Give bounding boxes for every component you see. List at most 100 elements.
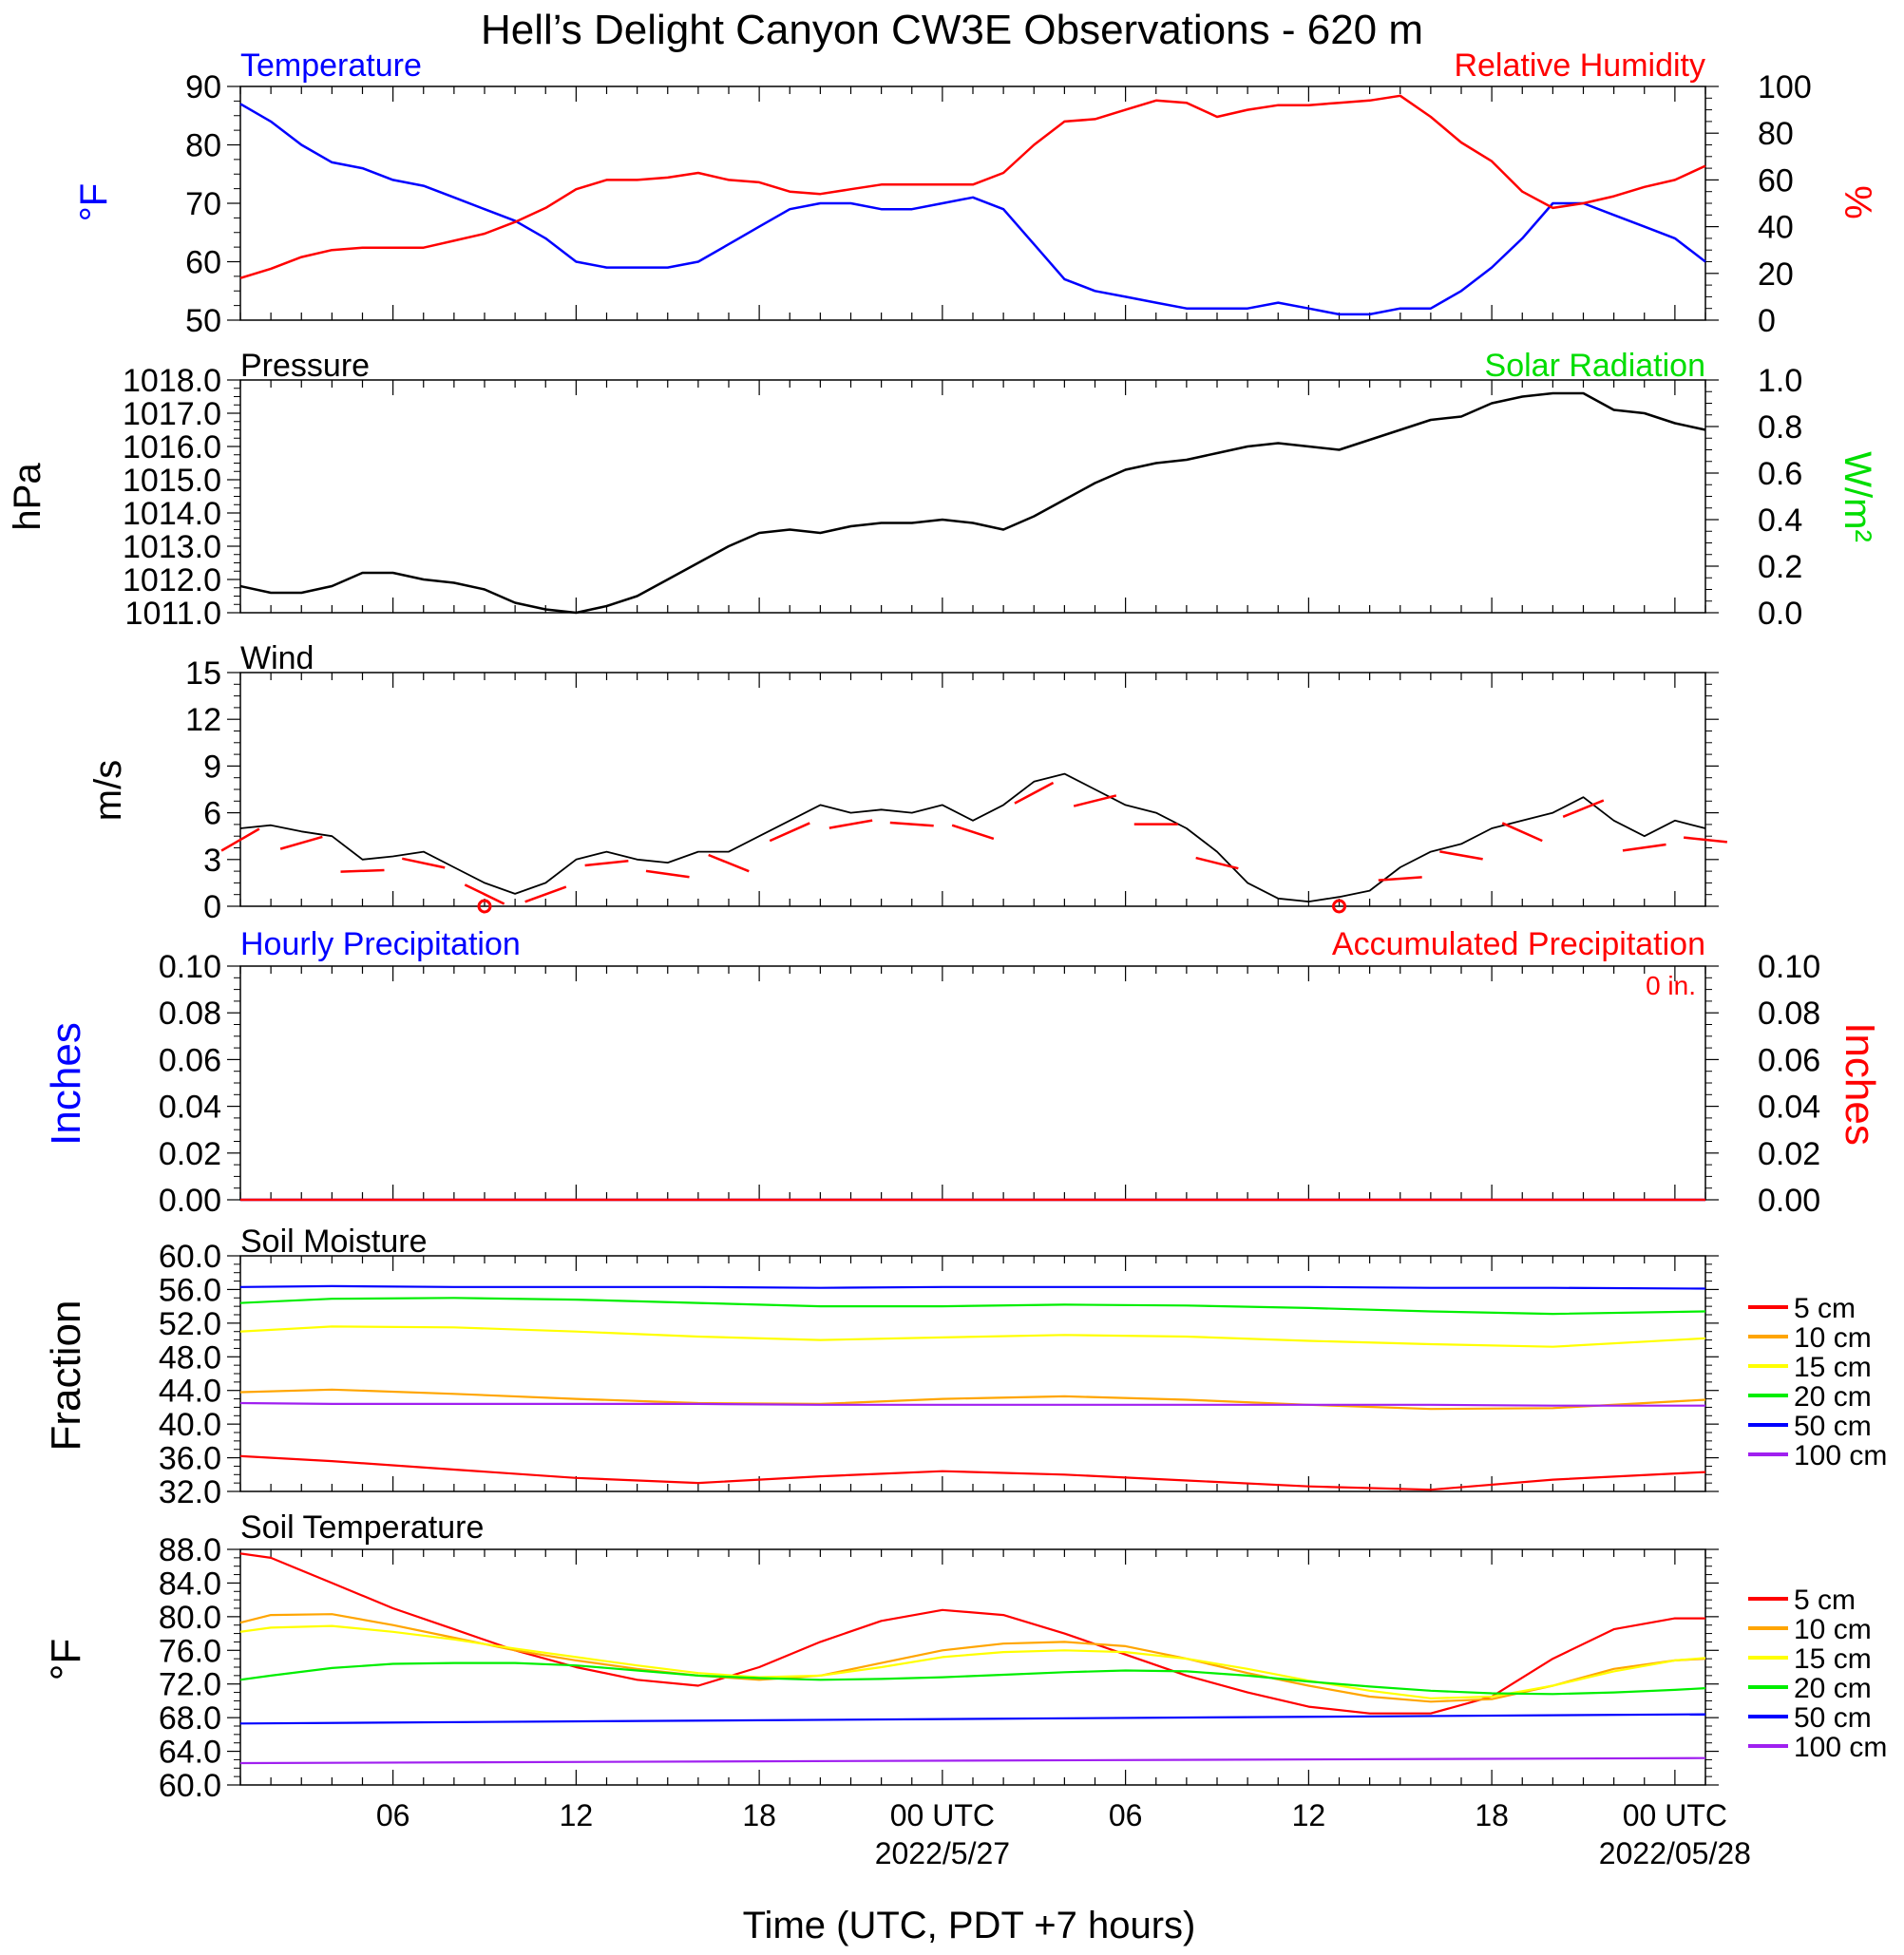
soil-temperature-unit: °F — [43, 1639, 89, 1680]
y-tick-label: 1015.0 — [123, 463, 221, 499]
soil-temperature-10cm-line — [239, 1613, 1706, 1703]
wind-barb — [340, 868, 385, 873]
legend-label: 5 cm — [1794, 1293, 1856, 1324]
y2-tick-label: 40 — [1758, 210, 1794, 246]
wind-barb — [1014, 781, 1055, 805]
y-tick-label: 76.0 — [159, 1633, 221, 1669]
x-tick-label: 18 — [742, 1798, 776, 1832]
y-tick-label: 48.0 — [159, 1339, 221, 1376]
humidity-right-ticks: 100 80 60 40 20 0 — [1758, 69, 1812, 339]
y-tick-label: 60.0 — [159, 1239, 221, 1275]
plot-frame — [239, 965, 1706, 1201]
x-tick-label: 00 UTC — [1623, 1798, 1727, 1832]
soil-moisture-10cm-line — [239, 1388, 1706, 1411]
soil-moisture-100cm-line — [239, 1401, 1705, 1407]
wind-plot — [220, 672, 1728, 914]
soil-temperature-100cm-line — [239, 1756, 1706, 1765]
temperature-unit: °F — [73, 183, 115, 221]
precip-left-ticks: 0.10 0.08 0.06 0.04 0.02 0.00 — [159, 949, 221, 1219]
plot-frame — [239, 1255, 1706, 1492]
temperature-title: Temperature — [240, 47, 422, 84]
legend-label: 50 cm — [1794, 1411, 1872, 1442]
x-tick-label: 06 — [1109, 1798, 1143, 1832]
solar-title: Solar Radiation — [1485, 348, 1705, 384]
plot-frame — [239, 379, 1706, 614]
solar-unit: W/m² — [1837, 451, 1878, 542]
wind-barb — [1073, 794, 1117, 807]
calm-wind-marker — [477, 899, 492, 914]
wind-unit: m/s — [87, 760, 129, 821]
y-tick-label: 15 — [185, 655, 221, 692]
y-tick-label: 64.0 — [159, 1735, 221, 1771]
wind-barb — [401, 857, 446, 869]
y-tick-label: 0.00 — [159, 1183, 221, 1219]
y-tick-label: 80.0 — [159, 1600, 221, 1636]
wind-barb — [951, 824, 995, 841]
y-tick-label: 0.08 — [159, 996, 221, 1032]
soil-moisture-15cm-line — [239, 1325, 1706, 1348]
humidity-series-line — [239, 94, 1706, 279]
temp-left-ticks: 90 80 70 60 50 — [185, 69, 221, 339]
y-tick-label: 32.0 — [159, 1474, 221, 1510]
wind-barb — [645, 869, 690, 879]
y2-tick-label: 0.2 — [1758, 549, 1802, 585]
y-tick-label: 80 — [185, 128, 221, 164]
precip-left-unit: Inches — [43, 1022, 89, 1146]
legend-label: 50 cm — [1794, 1702, 1872, 1734]
precip-plot — [227, 965, 1719, 1202]
temp-humidity-plot — [227, 85, 1719, 321]
y-tick-label: 1017.0 — [123, 396, 221, 432]
x-tick-label: 12 — [1292, 1798, 1326, 1832]
y-tick-label: 1012.0 — [123, 562, 221, 598]
legend-label: 20 cm — [1794, 1673, 1872, 1704]
y-tick-label: 70 — [185, 186, 221, 222]
accum-precip-total: 0 in. — [1646, 971, 1696, 1000]
legend-label: 15 cm — [1794, 1352, 1872, 1383]
x-tick-label: 00 UTC — [890, 1798, 995, 1832]
calm-wind-marker — [1332, 899, 1346, 914]
legend-label: 10 cm — [1794, 1614, 1872, 1645]
wind-barb — [1195, 856, 1239, 870]
y2-tick-label: 80 — [1758, 116, 1794, 152]
y2-tick-label: 0.08 — [1758, 996, 1820, 1032]
soil-temperature-5cm-line — [239, 1552, 1705, 1715]
solar-right-ticks: 1.0 0.8 0.6 0.4 0.2 0.0 — [1758, 363, 1802, 632]
precip-right-unit: Inches — [1837, 1022, 1883, 1146]
y-tick-label: 68.0 — [159, 1700, 221, 1737]
y-tick-label: 50 — [185, 303, 221, 339]
legend-label: 100 cm — [1794, 1732, 1887, 1763]
wind-barb — [1683, 836, 1728, 844]
y-tick-label: 56.0 — [159, 1272, 221, 1308]
time-axis-labels: 06 12 18 00 UTC 06 12 18 00 UTC 2022/5/27 2022/05… — [376, 1798, 1751, 1870]
wind-speed-line — [239, 772, 1706, 902]
soil-moisture-left-ticks: 60.056.052.048.044.040.036.032.0 — [159, 1239, 221, 1510]
soil-moisture-20cm-line — [239, 1297, 1706, 1316]
y-tick-label: 88.0 — [159, 1532, 221, 1568]
y-tick-label: 36.0 — [159, 1441, 221, 1477]
wind-barb — [1562, 799, 1605, 818]
y-tick-label: 44.0 — [159, 1374, 221, 1410]
hourly-precip-title: Hourly Precipitation — [240, 926, 521, 962]
wind-barb — [708, 853, 750, 873]
y-tick-label: 0.06 — [159, 1042, 221, 1078]
y2-tick-label: 100 — [1758, 69, 1812, 105]
soil-moisture-title: Soil Moisture — [240, 1224, 428, 1260]
soil-moisture-plot — [227, 1255, 1719, 1492]
y2-tick-label: 1.0 — [1758, 363, 1802, 399]
y-tick-label: 6 — [203, 796, 221, 832]
wind-barb — [279, 835, 323, 850]
y2-tick-label: 0 — [1758, 303, 1776, 339]
wind-barb — [524, 885, 567, 903]
pressure-plot — [227, 379, 1719, 615]
soil-temperature-20cm-line — [239, 1661, 1706, 1696]
y2-tick-label: 60 — [1758, 162, 1794, 199]
y-tick-label: 3 — [203, 843, 221, 879]
soil-temperature-plot — [227, 1548, 1719, 1786]
wind-barb — [1378, 876, 1422, 882]
pressure-title: Pressure — [240, 348, 370, 384]
accum-precip-title: Accumulated Precipitation — [1332, 926, 1705, 962]
y2-tick-label: 0.00 — [1758, 1183, 1820, 1219]
legend-label: 100 cm — [1794, 1440, 1887, 1471]
